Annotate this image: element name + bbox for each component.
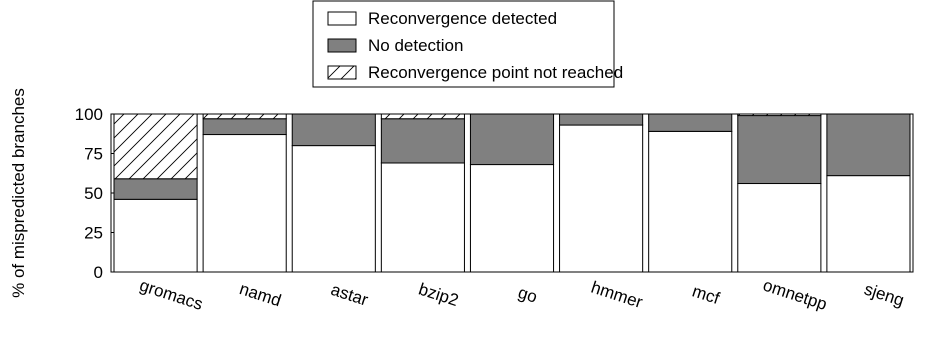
bar-segment-mcf-no-detection: [648, 113, 733, 132]
bar-segment-hmmer-reconvergence-detected: [559, 124, 644, 273]
y-tick-label: 50: [84, 184, 103, 203]
x-tick-label-bzip2: bzip2: [416, 279, 461, 310]
bar-segment-astar-reconvergence-detected: [291, 145, 376, 273]
legend-label-reconvergence-point-not-reached: Reconvergence point not reached: [368, 63, 623, 82]
bar-segment-bzip2-reconvergence-point-not-reached: [380, 113, 465, 120]
legend-entry-no-detection: No detection: [327, 36, 463, 55]
y-axis-label: % of mispredicted branches: [9, 88, 28, 298]
legend: Reconvergence detected No detection Reco…: [312, 0, 623, 88]
y-tick-label: 0: [94, 263, 103, 282]
bar-segment-go-no-detection: [469, 113, 555, 166]
x-tick-label-hmmer: hmmer: [589, 278, 645, 313]
legend-label-no-detection: No detection: [368, 36, 463, 55]
legend-entry-reconvergence-detected: Reconvergence detected: [327, 9, 557, 28]
y-tick-label: 100: [75, 105, 103, 124]
bar-segment-namd-reconvergence-detected: [202, 134, 287, 273]
bar-segment-namd-reconvergence-point-not-reached: [202, 113, 287, 120]
x-tick-label-namd: namd: [237, 279, 283, 310]
bar-segment-gromacs-no-detection: [113, 178, 198, 200]
bar-segment-gromacs-reconvergence-detected: [113, 198, 198, 273]
bar-segment-astar-no-detection: [291, 113, 376, 147]
bar-segment-mcf-reconvergence-detected: [648, 130, 733, 273]
y-tick-label: 75: [84, 145, 103, 164]
plot-area: 0 25 50 75 100 gromacs namd astar bzip2 go hmmer mc…: [75, 105, 914, 315]
legend-swatch-no-detection: [327, 38, 357, 53]
bar-segment-bzip2-no-detection: [380, 118, 465, 164]
plot-frame: [110, 113, 914, 273]
x-tick-label-omnetpp: omnetpp: [761, 276, 830, 315]
bar-segment-hmmer-no-detection: [559, 113, 644, 126]
bar-segment-sjeng-reconvergence-detected: [826, 175, 911, 273]
bar-segment-bzip2-reconvergence-detected: [380, 162, 465, 273]
legend-swatch-reconvergence-point-not-reached: [327, 65, 357, 80]
x-tick-label-go: go: [516, 283, 540, 307]
x-tick-label-gromacs: gromacs: [137, 276, 205, 314]
bar-segment-gromacs-reconvergence-point-not-reached: [113, 113, 198, 180]
bar-segment-omnetpp-no-detection: [737, 115, 822, 185]
y-tick-label: 25: [84, 224, 103, 243]
legend-box: [312, 0, 615, 88]
bar-segment-go-reconvergence-detected: [469, 164, 555, 273]
legend-swatch-reconvergence-detected: [327, 11, 357, 26]
x-tick-label-sjeng: sjeng: [862, 279, 907, 310]
x-tick-label-mcf: mcf: [690, 282, 722, 309]
x-tick-label-astar: astar: [329, 280, 371, 310]
bar-segment-sjeng-no-detection: [826, 113, 911, 177]
bar-segment-namd-no-detection: [202, 118, 287, 136]
legend-label-reconvergence-detected: Reconvergence detected: [368, 9, 557, 28]
bar-segment-omnetpp-reconvergence-detected: [737, 183, 822, 273]
legend-entry-reconvergence-point-not-reached: Reconvergence point not reached: [327, 63, 623, 82]
